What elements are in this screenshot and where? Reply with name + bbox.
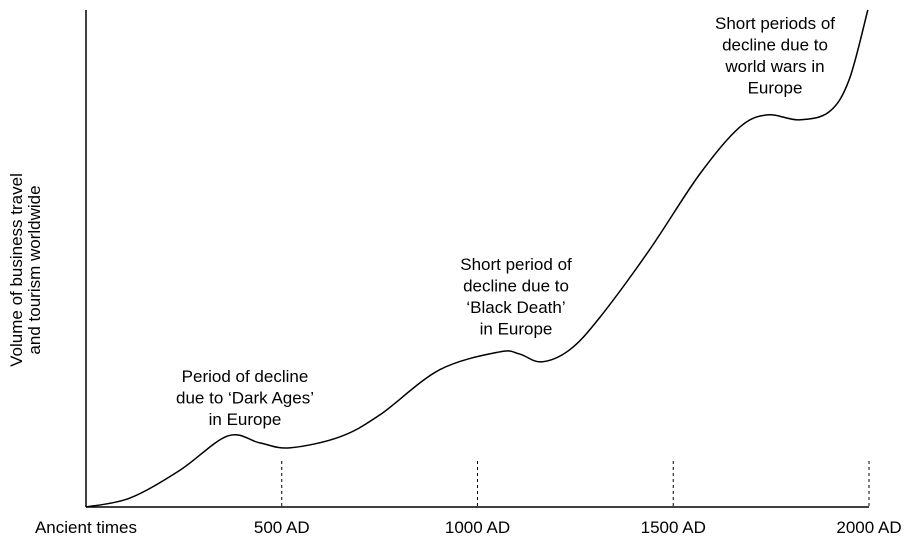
annotation: Period of decline [182,367,309,386]
annotation: ‘Black Death’ [466,298,565,317]
y-axis-label: Volume of business travel [7,173,26,367]
annotation: in Europe [480,320,553,339]
x-tick-label: 500 AD [254,518,310,537]
annotation: Europe [748,79,803,98]
annotation: due to ‘Dark Ages’ [176,389,314,408]
x-tick-label: 1000 AD [445,518,510,537]
annotation: decline due to [722,36,828,55]
y-axis-label: and tourism worldwide [25,185,44,354]
line [85,9,869,508]
annotation: Short period of [460,255,572,274]
annotation: in Europe [209,410,282,429]
annotation: decline due to [463,277,569,296]
x-tick-label: Ancient times [35,518,137,537]
annotation: world wars in [724,57,824,76]
x-tick-label: 1500 AD [641,518,706,537]
x-tick-label: 2000 AD [836,518,901,537]
annotation: Short periods of [715,14,835,33]
